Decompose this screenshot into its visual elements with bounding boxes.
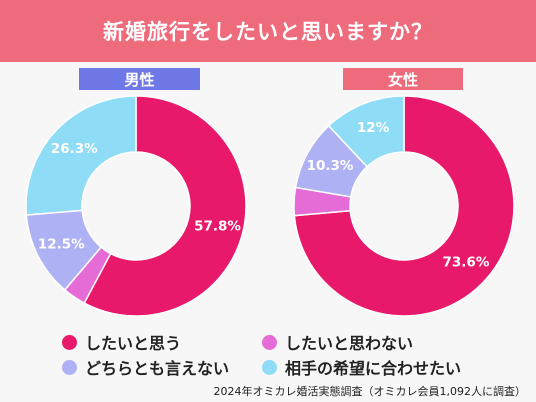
slice-male-follow-partner (25, 95, 137, 216)
slice-female-follow-partner (327, 95, 405, 168)
source-note: 2024年オミカレ婚活実態調査（オミカレ会員1,092人に調査） (213, 385, 526, 398)
legend-item-want: したいと思う (62, 330, 181, 354)
legend-dot-want (62, 334, 77, 350)
slice-label-female-want: 73.6% (443, 255, 490, 271)
legend-label-want: したいと思う (85, 334, 182, 353)
slice-label-male-follow-partner: 26.3% (51, 141, 98, 157)
legend-dot-neither (62, 359, 77, 375)
legend-item-follow-partner: 相手の希望に合わせたい (262, 355, 461, 379)
panel-label-female: 女性 (343, 68, 463, 90)
slice-label-male-neither: 12.5% (38, 236, 85, 252)
donut-chart-female: 73.6% 10.3% 12% (293, 95, 515, 317)
slice-label-male-want: 57.8% (194, 218, 241, 234)
legend-dot-follow-partner (262, 359, 277, 375)
legend-dot-not-want (262, 334, 277, 350)
slice-female-want (293, 95, 515, 317)
panel-label-male: 男性 (79, 68, 200, 90)
chart-title: 新婚旅行をしたいと思いますか？ (0, 0, 536, 62)
slice-male-want (83, 95, 247, 317)
legend-label-follow-partner: 相手の希望に合わせたい (285, 359, 462, 378)
legend-label-neither: どちらとも言えない (85, 359, 230, 378)
legend-item-not-want: したいと思わない (262, 330, 413, 354)
slice-label-female-follow-partner: 12% (357, 120, 390, 136)
legend-item-neither: どちらとも言えない (62, 355, 229, 379)
donut-chart-male: 57.8% 12.5% 26.3% (25, 95, 247, 317)
legend-label-not-want: したいと思わない (285, 334, 414, 353)
slice-label-female-neither: 10.3% (307, 158, 354, 174)
